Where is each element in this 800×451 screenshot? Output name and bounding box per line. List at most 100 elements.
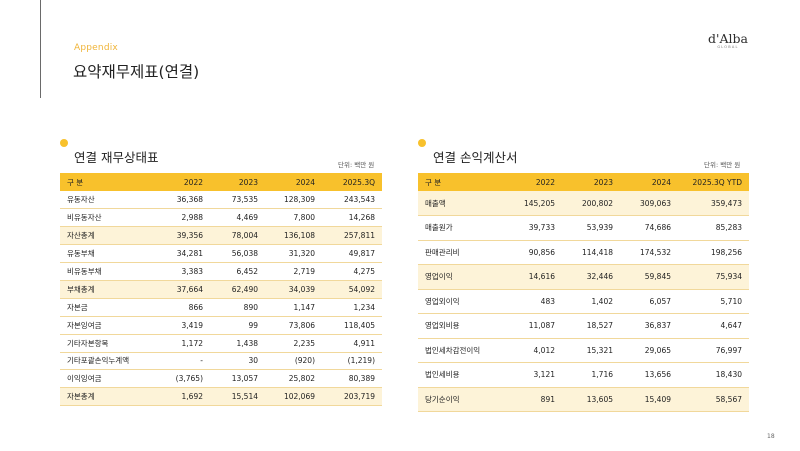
table-cell: 102,069	[265, 387, 322, 407]
table-cell: 62,490	[210, 280, 265, 299]
table-cell: 1,172	[152, 334, 210, 353]
column-header: 구 분	[418, 173, 504, 191]
row-label: 영업외이익	[418, 289, 504, 314]
table-cell: 14,616	[504, 264, 562, 290]
column-header: 구 분	[60, 173, 152, 191]
table-cell: 76,997	[678, 338, 749, 363]
table-cell: 34,281	[152, 244, 210, 264]
page-title: 요약재무제표(연결)	[73, 63, 200, 81]
table-row: 법인세차감전이익 4,012 15,321 29,065 76,997	[418, 338, 749, 363]
table-cell: 4,275	[322, 262, 382, 281]
table-cell: 866	[152, 298, 210, 317]
row-label: 자본금	[60, 298, 152, 317]
table-cell: 890	[210, 298, 265, 317]
table-cell: 2,235	[265, 334, 322, 353]
table-cell: 18,430	[678, 362, 749, 388]
balance-sheet-title: 연결 재무상태표	[74, 150, 159, 165]
row-label: 영업이익	[418, 264, 504, 290]
table-row: 부채총계 37,664 62,490 34,039 54,092	[60, 280, 382, 299]
table-cell: 39,356	[152, 226, 210, 246]
table-cell: 13,057	[210, 369, 265, 389]
table-cell: 80,389	[322, 369, 382, 389]
table-header-row: 구 분 2022 2023 2024 2025.3Q YTD	[418, 173, 749, 191]
table-row: 당기순이익 891 13,605 15,409 58,567	[418, 387, 749, 412]
table-cell: 74,686	[620, 215, 678, 241]
balance-sheet-unit: 단위: 백만 원	[338, 161, 375, 169]
table-row: 유동자산 36,368 73,535 128,309 243,543	[60, 191, 382, 210]
table-cell: 359,473	[678, 191, 749, 216]
table-row: 기타포괄손익누계액 -30 (920) (1,219)	[60, 352, 382, 371]
column-header: 2025.3Q YTD	[678, 173, 749, 191]
table-cell: 136,108	[265, 226, 322, 246]
table-cell: 4,647	[678, 313, 749, 339]
income-statement-table: 구 분 2022 2023 2024 2025.3Q YTD 매출액 145,205 200…	[418, 173, 749, 412]
table-cell: 13,605	[562, 387, 620, 412]
table-cell: 99	[210, 316, 265, 335]
table-cell: 145,205	[504, 191, 562, 216]
table-cell: 13,656	[620, 362, 678, 388]
table-cell: 37,664	[152, 280, 210, 299]
table-cell: 54,092	[322, 280, 382, 299]
row-label: 기타포괄손익누계액	[60, 352, 152, 371]
table-cell: 2,988	[152, 208, 210, 228]
table-cell: 75,934	[678, 264, 749, 290]
row-label: 이익잉여금	[60, 369, 152, 389]
column-header: 2022	[504, 173, 562, 191]
table-cell: 483	[504, 289, 562, 314]
table-cell: 53,939	[562, 215, 620, 241]
table-cell: 128,309	[265, 191, 322, 210]
table-cell: 78,004	[210, 226, 265, 246]
row-label: 유동자산	[60, 191, 152, 210]
table-row: 비유동부채 3,383 6,452 2,719 4,275	[60, 262, 382, 281]
row-label: 법인세비용	[418, 362, 504, 388]
column-header: 2022	[152, 173, 210, 191]
table-cell: 15,514	[210, 387, 265, 407]
table-row: 매출원가 39,733 53,939 74,686 85,283	[418, 215, 749, 241]
table-cell: 7,800	[265, 208, 322, 228]
table-cell: 1,692	[152, 387, 210, 407]
table-row: 법인세비용 3,121 1,716 13,656 18,430	[418, 362, 749, 388]
row-label: 매출액	[418, 191, 504, 216]
column-header: 2025.3Q	[322, 173, 382, 191]
page-number: 18	[767, 433, 775, 440]
table-row: 영업외이익 483 1,402 6,057 5,710	[418, 289, 749, 314]
table-cell: 4,012	[504, 338, 562, 363]
table-cell: 2,719	[265, 262, 322, 281]
balance-sheet-table: 구 분 2022 2023 2024 2025.3Q 유동자산 36,368 73,535 1…	[60, 173, 382, 407]
table-cell: 309,063	[620, 191, 678, 216]
table-cell: 4,469	[210, 208, 265, 228]
table-cell: (920)	[265, 352, 322, 371]
row-label: 기타자본항목	[60, 334, 152, 353]
table-cell: 198,256	[678, 240, 749, 265]
table-cell: 3,383	[152, 262, 210, 281]
table-cell: 1,716	[562, 362, 620, 388]
table-cell: 85,283	[678, 215, 749, 241]
row-label: 비유동부채	[60, 262, 152, 281]
table-cell: 5,710	[678, 289, 749, 314]
row-label: 자본총계	[60, 387, 152, 407]
table-row: 자본잉여금 3,419 99 73,806 118,405	[60, 316, 382, 335]
table-cell: 15,321	[562, 338, 620, 363]
column-header: 2023	[210, 173, 265, 191]
table-cell: 36,837	[620, 313, 678, 339]
row-label: 영업외비용	[418, 313, 504, 339]
table-cell: (1,219)	[322, 352, 382, 371]
table-header-row: 구 분 2022 2023 2024 2025.3Q	[60, 173, 382, 191]
section-label: Appendix	[74, 43, 118, 53]
table-cell: 257,811	[322, 226, 382, 246]
logo-subtext: GLOBAL	[717, 45, 739, 49]
table-cell: 15,409	[620, 387, 678, 412]
brand-logo: d'Alba GLOBAL	[706, 32, 750, 50]
table-cell: 90,856	[504, 240, 562, 265]
table-cell: 1,438	[210, 334, 265, 353]
table-cell: 4,911	[322, 334, 382, 353]
table-cell: 114,418	[562, 240, 620, 265]
income-statement-dot-icon	[418, 139, 426, 147]
row-label: 당기순이익	[418, 387, 504, 412]
table-cell: 58,567	[678, 387, 749, 412]
table-cell: 25,802	[265, 369, 322, 389]
table-cell: 73,806	[265, 316, 322, 335]
row-label: 매출원가	[418, 215, 504, 241]
row-label: 유동부채	[60, 244, 152, 264]
table-cell: 11,087	[504, 313, 562, 339]
